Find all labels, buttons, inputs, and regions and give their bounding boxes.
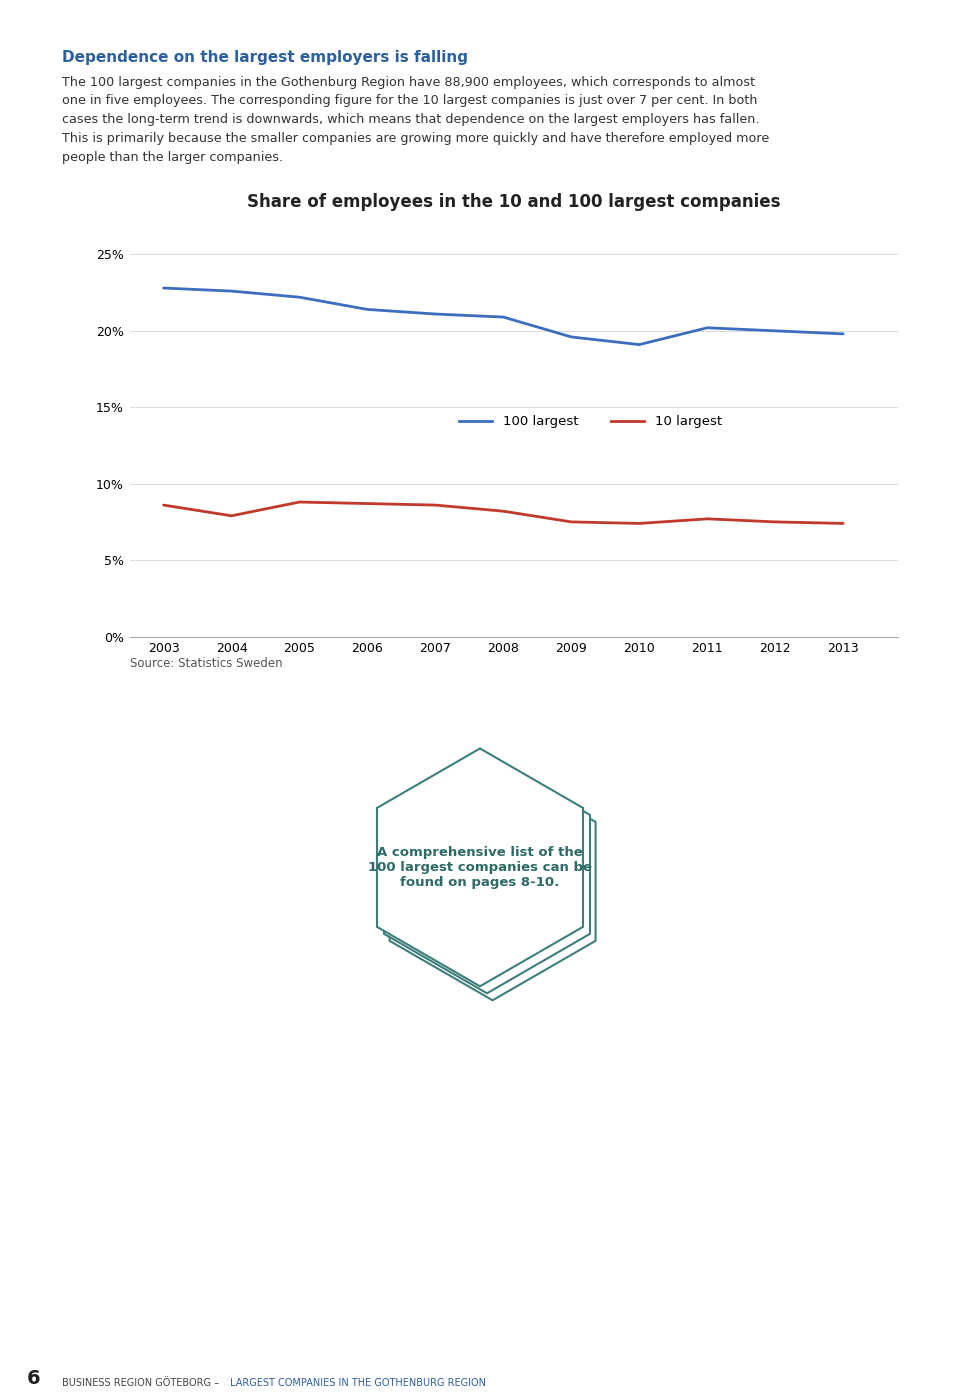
Text: BUSINESS REGION GÖTEBORG –: BUSINESS REGION GÖTEBORG – [62,1378,223,1388]
Text: The 100 largest companies in the Gothenburg Region have 88,900 employees, which : The 100 largest companies in the Gothenb… [62,76,756,88]
Text: Dependence on the largest employers is falling: Dependence on the largest employers is f… [62,50,468,66]
Text: Source: Statistics Sweden: Source: Statistics Sweden [130,658,282,670]
Title: Share of employees in the 10 and 100 largest companies: Share of employees in the 10 and 100 lar… [247,193,780,211]
Legend: 100 largest, 10 largest: 100 largest, 10 largest [454,410,727,434]
Text: people than the larger companies.: people than the larger companies. [62,151,283,164]
Text: one in five employees. The corresponding figure for the 10 largest companies is : one in five employees. The corresponding… [62,95,757,108]
Polygon shape [390,762,595,1000]
Text: A comprehensive list of the
100 largest companies can be
found on pages 8-10.: A comprehensive list of the 100 largest … [368,846,592,888]
Polygon shape [377,748,583,986]
Text: cases the long-term trend is downwards, which means that dependence on the large: cases the long-term trend is downwards, … [62,113,760,126]
Text: This is primarily because the smaller companies are growing more quickly and hav: This is primarily because the smaller co… [62,133,770,145]
Text: 6: 6 [27,1368,40,1388]
Text: LARGEST COMPANIES IN THE GOTHENBURG REGION: LARGEST COMPANIES IN THE GOTHENBURG REGI… [230,1378,487,1388]
Polygon shape [384,755,590,993]
